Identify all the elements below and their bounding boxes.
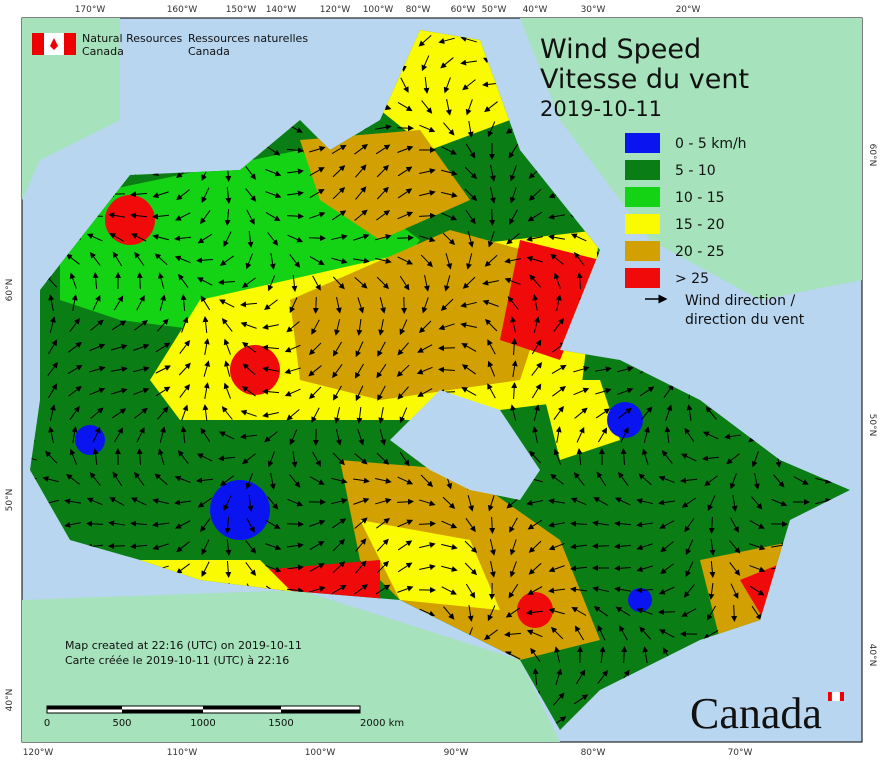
scale-label: 1000 — [190, 718, 215, 729]
graticule-label: 40°N — [5, 689, 15, 712]
legend-swatch — [625, 268, 660, 288]
scale-label: 500 — [112, 718, 131, 729]
scale-label: 0 — [44, 718, 50, 729]
wind-arrow — [861, 541, 871, 551]
wind-arrow — [865, 55, 867, 69]
graticule-label: 170°W — [75, 5, 106, 15]
org-fr: Ressources naturelles — [188, 32, 308, 45]
wind-arrow — [861, 563, 871, 573]
graticule-label: 90°W — [444, 748, 469, 758]
graticule-label: 60°N — [5, 279, 15, 302]
wind-arrow — [865, 319, 868, 333]
graticule-label: 40°N — [867, 644, 877, 667]
wind-arrow — [287, 524, 301, 525]
legend-label: direction du vent — [685, 312, 805, 328]
graticule-label: 50°W — [482, 5, 507, 15]
legend-swatch — [625, 241, 660, 261]
graticule-label: 160°W — [167, 5, 198, 15]
scale-label: 1500 — [268, 718, 293, 729]
graticule-label: 50°N — [867, 414, 877, 437]
legend-label: 15 - 20 — [675, 217, 725, 233]
wind-arrow — [316, 297, 317, 311]
graticule-label: 120°W — [320, 5, 351, 15]
graticule-label: 120°W — [23, 748, 54, 758]
wind-arrow — [863, 342, 870, 354]
wind-arrow — [492, 517, 493, 531]
legend-label: Wind direction / — [685, 293, 795, 309]
wind-arrow — [861, 277, 871, 287]
graticule-label: 80°W — [581, 748, 606, 758]
graticule-label: 150°W — [226, 5, 257, 15]
title: Wind Speed — [540, 34, 701, 65]
legend-label: 20 - 25 — [675, 244, 725, 260]
legend-label: 10 - 15 — [675, 190, 725, 206]
graticule-label: 70°W — [728, 748, 753, 758]
wind-arrow — [864, 33, 868, 47]
wind-arrow — [734, 605, 735, 619]
graticule-label: 50°N — [5, 489, 15, 512]
wind-arrow — [397, 238, 411, 239]
wordmark: Canada — [690, 689, 844, 738]
wind-arrow — [862, 79, 871, 90]
wind-arrow — [89, 524, 103, 525]
graticule-label: 100°W — [363, 5, 394, 15]
legend-swatch — [625, 160, 660, 180]
graticule-label: 60°W — [451, 5, 476, 15]
legend-label: 0 - 5 km/h — [675, 136, 747, 152]
legend-swatch — [625, 133, 660, 153]
org-en: Canada — [82, 45, 124, 58]
graticule-label: 80°W — [406, 5, 431, 15]
wind-arrow — [287, 216, 301, 217]
wordmark-text: Canada — [690, 689, 822, 738]
wind-arrow — [862, 716, 869, 728]
footer-note: Map created at 22:16 (UTC) on 2019-10-11 — [65, 639, 302, 652]
graticule-label: 20°W — [676, 5, 701, 15]
legend-label: 5 - 10 — [675, 163, 716, 179]
wind-arrow — [864, 693, 868, 706]
graticule-label: 40°W — [523, 5, 548, 15]
graticule-label: 140°W — [266, 5, 297, 15]
wind-arrow — [865, 671, 867, 685]
graticule-label: 60°N — [867, 144, 877, 167]
legend-label: > 25 — [675, 271, 709, 287]
date: 2019-10-11 — [540, 97, 662, 121]
wind-arrow — [492, 209, 493, 223]
wind-arrow — [861, 167, 871, 177]
wind-arrow — [419, 216, 433, 217]
legend-swatch — [625, 214, 660, 234]
wind-arrow — [863, 386, 870, 398]
footer-note: Carte créée le 2019-10-11 (UTC) à 22:16 — [65, 654, 289, 667]
org-en: Natural Resources — [82, 32, 183, 45]
legend-swatch — [625, 187, 660, 207]
title: Vitesse du vent — [540, 64, 749, 95]
scale-label: 2000 km — [360, 718, 404, 729]
wind-arrow — [861, 189, 871, 199]
wind-arrow — [865, 407, 868, 421]
org-fr: Canada — [188, 45, 230, 58]
wind-arrow — [862, 364, 870, 376]
wind-arrow — [864, 297, 867, 311]
graticule-label: 110°W — [167, 748, 198, 758]
graticule-label: 100°W — [305, 748, 336, 758]
graticule-label: 30°W — [581, 5, 606, 15]
